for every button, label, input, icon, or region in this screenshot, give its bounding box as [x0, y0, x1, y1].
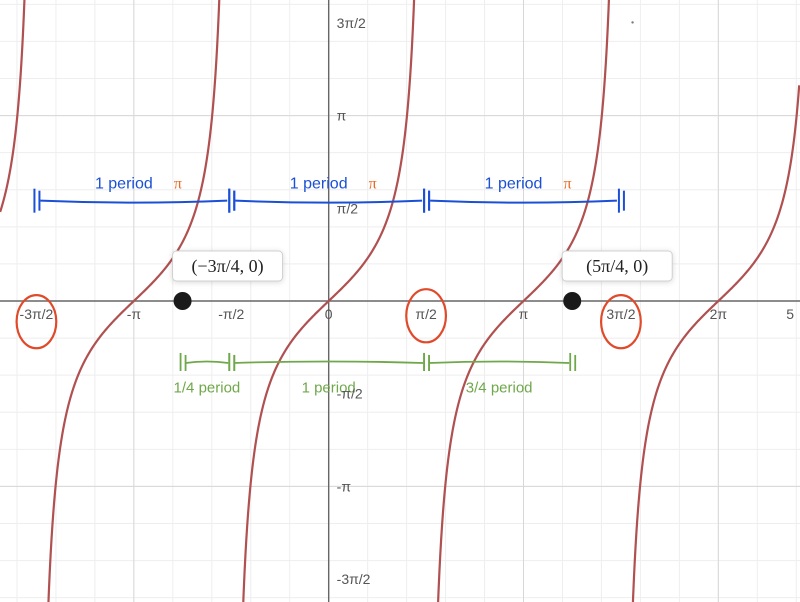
x-tick-label: -3π/2 — [20, 306, 54, 322]
blue-pi-label: π — [369, 176, 377, 193]
y-tick-label: -π — [337, 478, 352, 494]
y-tick-label: π/2 — [337, 200, 359, 216]
y-tick-label: π — [337, 108, 347, 124]
x-tick-label: 2π — [710, 306, 728, 322]
x-tick-label: -π — [127, 306, 142, 322]
coord-label: (5π/4, 0) — [586, 256, 648, 277]
function-plot: 1 period π 1 period π 1 period π 1/4 period… — [0, 0, 800, 602]
blue-period-label: 1 period — [95, 176, 153, 193]
x-tick-label: 3π/2 — [606, 306, 635, 322]
coord-label: (−3π/4, 0) — [191, 256, 263, 277]
y-tick-label: 3π/2 — [337, 15, 366, 31]
blue-pi-label: π — [174, 176, 182, 193]
x-tick-label: π/2 — [415, 306, 437, 322]
blue-pi-label: π — [563, 176, 571, 193]
green-period-label: 3/4 period — [466, 380, 533, 397]
stray-mark — [631, 21, 633, 23]
y-tick-label: -π/2 — [337, 386, 363, 402]
x-tick-label: -π/2 — [218, 306, 244, 322]
blue-period-label: 1 period — [290, 176, 348, 193]
x-tick-label: 5 — [786, 306, 794, 322]
point-marker — [174, 292, 192, 310]
green-period-label: 1/4 period — [174, 380, 241, 397]
x-tick-label: π — [519, 306, 529, 322]
blue-period-label: 1 period — [485, 176, 543, 193]
y-tick-label: -3π/2 — [337, 571, 371, 587]
point-marker — [563, 292, 581, 310]
x-tick-label: 0 — [325, 306, 333, 322]
